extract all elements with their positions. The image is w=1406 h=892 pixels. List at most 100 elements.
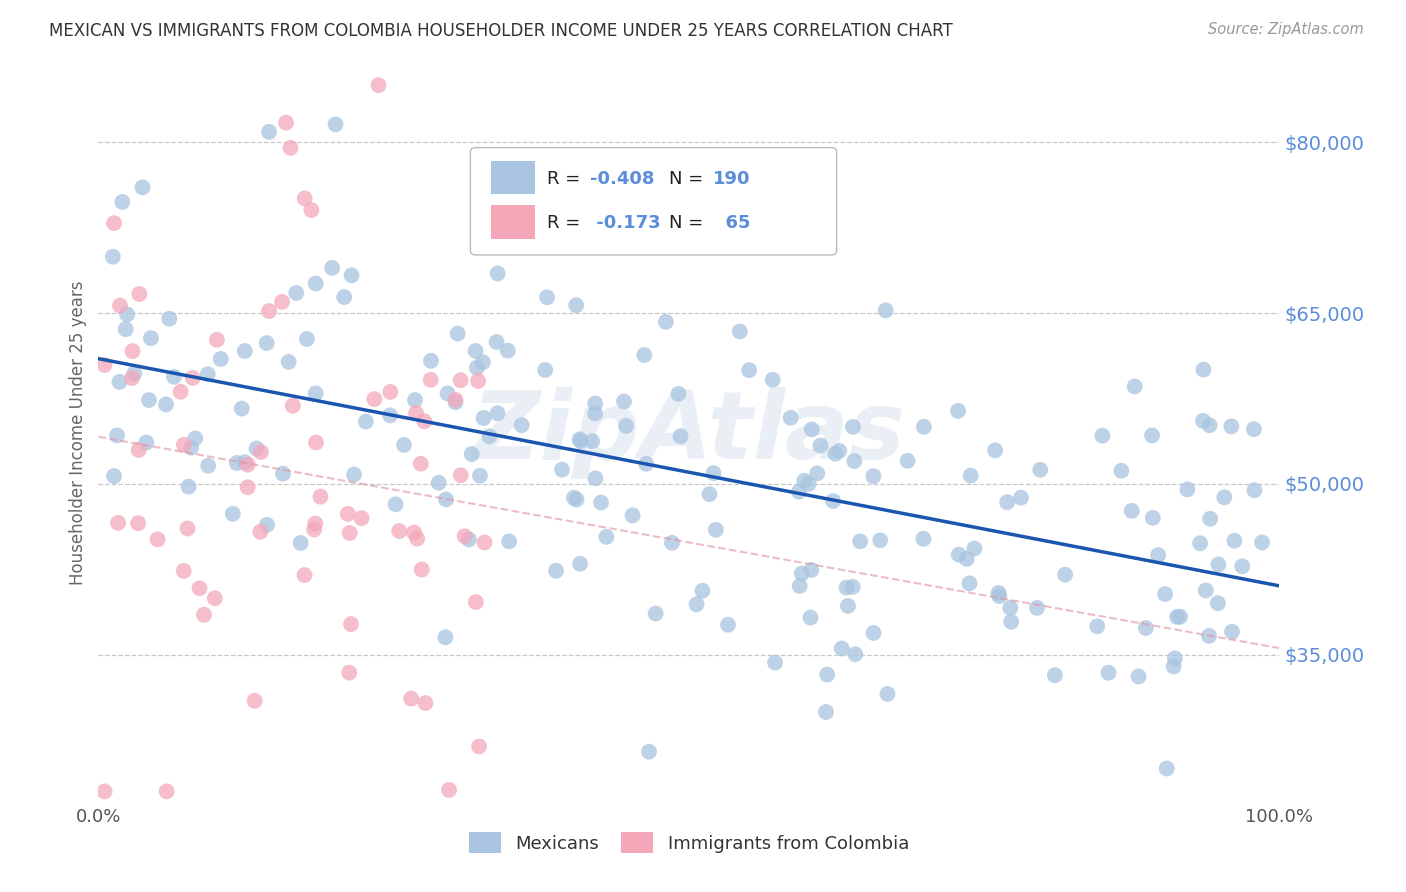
Point [280,141,302,155]
Point [302,523,325,537]
Point [496,343,519,358]
Point [531,219,554,234]
Point [233,455,256,469]
Point [350,511,373,525]
Text: MEXICAN VS IMMIGRANTS FROM COLOMBIA HOUSEHOLDER INCOME UNDER 25 YEARS CORRELATIO: MEXICAN VS IMMIGRANTS FROM COLOMBIA HOUS… [49,22,953,40]
FancyBboxPatch shape [471,147,837,255]
Point [103,216,125,230]
Point [453,529,475,543]
Point [486,267,509,281]
Point [378,409,401,423]
Point [115,307,138,321]
Point [842,420,865,434]
Point [1128,669,1150,683]
Point [831,641,853,656]
Point [875,303,897,318]
Point [1198,629,1220,643]
Point [146,533,169,547]
Point [256,336,278,351]
Point [1164,651,1187,665]
Point [636,457,658,471]
Point [1097,665,1119,680]
Point [551,463,574,477]
Point [849,534,872,549]
Point [257,304,280,318]
Point [799,610,821,624]
Point [468,739,491,754]
Point [444,392,467,407]
Point [1142,510,1164,524]
Point [236,480,259,494]
Point [485,334,508,349]
Point [93,784,115,798]
Point [103,469,125,483]
Point [333,290,356,304]
Point [568,433,591,447]
Point [343,467,366,482]
Point [188,581,211,595]
Point [1043,668,1066,682]
Point [336,507,359,521]
Point [339,526,361,541]
Point [114,322,136,336]
Point [569,557,592,571]
Point [139,331,162,345]
Point [474,535,496,549]
Point [835,581,858,595]
Point [1147,548,1170,562]
Point [305,386,328,401]
Point [946,404,969,418]
Point [565,492,588,507]
Point [876,687,898,701]
Point [1010,491,1032,505]
Point [1085,619,1108,633]
Point [699,487,721,501]
Point [644,607,666,621]
Point [173,564,195,578]
Point [420,353,443,368]
Point [290,536,312,550]
Point [1166,610,1188,624]
Point [1026,600,1049,615]
Point [1251,535,1274,549]
Text: N =: N = [669,214,709,232]
Point [1168,609,1191,624]
Point [460,447,482,461]
Point [380,384,402,399]
Point [534,363,557,377]
Point [472,411,495,425]
Point [897,454,920,468]
Point [197,368,219,382]
Point [1199,512,1222,526]
Point [176,521,198,535]
Legend: Mexicans, Immigrants from Colombia: Mexicans, Immigrants from Colombia [461,825,917,861]
Point [458,533,481,547]
Point [163,369,186,384]
Point [155,397,177,411]
Point [959,468,981,483]
Point [787,484,810,499]
Point [685,598,707,612]
Point [257,125,280,139]
Point [231,401,253,416]
Point [384,497,406,511]
Point [824,447,846,461]
Point [633,348,655,362]
Point [256,517,278,532]
Point [814,705,837,719]
Point [1213,491,1236,505]
Point [948,548,970,562]
Point [595,530,617,544]
Point [1111,464,1133,478]
Point [222,507,245,521]
Point [828,443,851,458]
Point [108,375,131,389]
Point [959,576,981,591]
Point [956,552,979,566]
Point [411,562,433,576]
Point [738,363,761,377]
Point [1192,362,1215,376]
Point [1232,559,1254,574]
Point [1091,428,1114,442]
Point [621,508,644,523]
